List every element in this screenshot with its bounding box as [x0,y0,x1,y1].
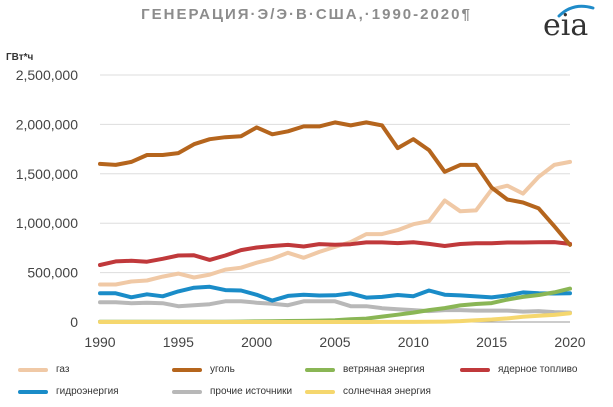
y-tick-label: 2,000,000 [16,116,78,132]
legend-swatch [460,368,490,372]
legend-label: уголь [210,364,235,375]
legend-swatch [18,368,48,372]
eia-logo: eia [543,2,605,46]
y-axis-ticks: 0 500,000 1,000,000 1,500,000 2,000,000 2,500… [16,67,79,330]
legend-item: прочие источники [172,385,322,401]
gridlines [100,74,570,323]
legend-label: прочие источники [210,386,293,397]
legend-item: уголь [172,363,322,379]
legend-swatch [172,368,202,372]
legend: газ уголь ветряная энергия ядерное топливо г… [0,363,613,407]
legend-item: ветряная энергия [305,363,455,379]
y-axis-label: ГВт*ч [6,52,34,63]
legend-swatch [305,368,335,372]
series-line-5 [98,299,572,315]
eia-logo-text: eia [543,8,589,43]
legend-item: газ [18,363,168,379]
y-tick-label: 2,500,000 [16,67,78,83]
legend-item: ядерное топливо [460,363,610,379]
legend-label: ветряная энергия [343,364,425,375]
series-line-4 [98,284,572,303]
x-tick-label: 2020 [554,334,585,350]
x-tick-label: 2015 [476,334,507,350]
eia-logo-icon [557,4,595,18]
series-line-3 [98,240,572,267]
series-lines [98,120,572,324]
x-tick-label: 1995 [163,334,194,350]
legend-swatch [172,390,202,394]
y-tick-label: 0 [70,314,78,330]
legend-label: ядерное топливо [498,364,578,375]
legend-item: солнечная энергия [305,385,455,401]
y-tick-label: 500,000 [27,265,78,281]
legend-label: гидроэнергия [56,386,119,397]
x-axis-ticks: 1990 1995 2000 2005 2010 2015 2020 [84,334,585,350]
x-tick-label: 2000 [241,334,272,350]
x-tick-label: 2010 [398,334,429,350]
series-line-6 [98,311,572,324]
legend-item: гидроэнергия [18,385,168,401]
y-tick-label: 1,000,000 [16,215,78,231]
y-tick-label: 1,500,000 [16,166,78,182]
legend-swatch [18,390,48,394]
series-line-1 [98,120,572,247]
x-tick-label: 2005 [319,334,350,350]
legend-label: солнечная энергия [343,386,431,397]
chart-title: ГЕНЕРАЦИЯ·Э/Э·В·США,·1990-2020¶ [141,6,472,23]
legend-swatch [305,390,335,394]
legend-label: газ [56,364,70,375]
x-tick-label: 1990 [84,334,115,350]
